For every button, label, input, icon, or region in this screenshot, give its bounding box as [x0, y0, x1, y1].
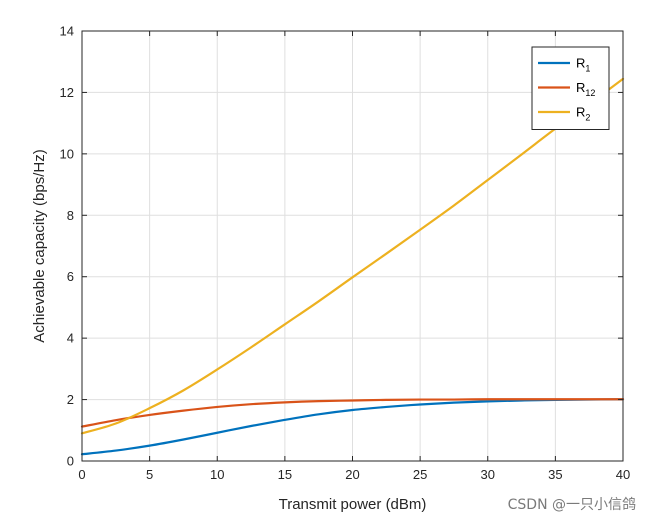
series-line-r-2: [80, 77, 625, 435]
legend-label: R2: [576, 105, 590, 123]
x-tick-label: 20: [345, 467, 359, 482]
y-tick-label: 6: [67, 269, 74, 284]
x-tick-label: 25: [413, 467, 427, 482]
legend-label: R12: [576, 80, 595, 98]
series-group: [80, 77, 625, 456]
x-tick-label: 10: [210, 467, 224, 482]
y-tick-label: 10: [60, 146, 74, 161]
axis-ticks: 0 5 10 15 20 25 30 35 40 0 2 4 6 8 10 12 14: [60, 24, 631, 483]
y-tick-label: 0: [67, 454, 74, 469]
x-tick-label: 30: [481, 467, 495, 482]
y-tick-label: 2: [67, 392, 74, 407]
x-tick-label: 0: [78, 467, 85, 482]
y-tick-label: 8: [67, 208, 74, 223]
series-line-r-12: [80, 398, 625, 428]
x-tick-label: 5: [146, 467, 153, 482]
legend: R1 R12 R2: [531, 46, 610, 130]
x-tick-label: 15: [278, 467, 292, 482]
y-tick-label: 4: [67, 331, 74, 346]
legend-label: R1: [576, 56, 590, 74]
y-tick-label: 12: [60, 85, 74, 100]
watermark: CSDN @一只小信鸽: [507, 497, 636, 513]
x-tick-label: 40: [616, 467, 630, 482]
y-tick-label: 14: [60, 24, 74, 39]
x-axis-label: Transmit power (dBm): [279, 496, 427, 513]
x-tick-label: 35: [548, 467, 562, 482]
y-axis-label: Achievable capacity (bps/Hz): [31, 149, 48, 342]
